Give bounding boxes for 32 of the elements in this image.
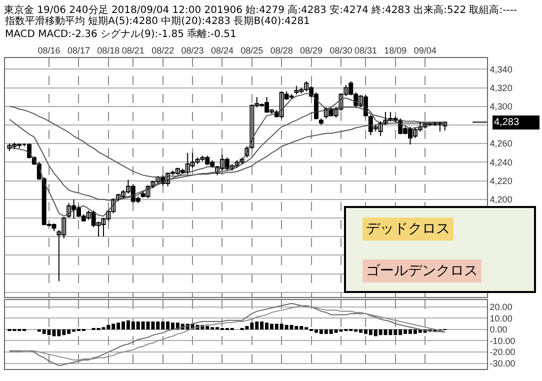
- y-tick-label: 4,300: [490, 102, 512, 112]
- y-tick-label: 20.00: [490, 302, 512, 312]
- y-tick-label: 10.00: [490, 313, 512, 324]
- y-tick-label: -20.00: [490, 347, 516, 358]
- y-tick-label: 0.00: [490, 324, 508, 335]
- x-tick-label: 08/17: [67, 45, 90, 56]
- y-tick-label: 4,340: [490, 64, 512, 74]
- y-tick-label: 4,200: [490, 194, 512, 204]
- x-tick-label: 08/18: [97, 45, 120, 56]
- x-tick-label: 09/04: [414, 45, 436, 56]
- x-tick-label: 08/30: [330, 45, 352, 56]
- x-tick-label: 08/28: [270, 45, 293, 56]
- ref-line-label: 4,283: [494, 117, 520, 128]
- chart-title: 東京金 19/06 240分足 2018/09/04 12:00 201906 始:4279 高:4283 安:4274 終:4283 出来高:522 取組高:----: [4, 4, 518, 16]
- x-tick-label: 18/09: [384, 45, 407, 56]
- x-tick-label: 08/25: [240, 45, 264, 56]
- annotation: デッドクロス: [366, 221, 450, 237]
- x-tick-label: 08/24: [210, 45, 234, 56]
- x-tick-label: 08/29: [300, 45, 323, 56]
- x-tick-label: 08/16: [38, 45, 60, 56]
- y-tick-label: 4,260: [490, 138, 512, 149]
- y-tick-label: -10.00: [490, 336, 516, 346]
- y-tick-label: -30.00: [490, 358, 516, 368]
- annotation: ゴールデンクロス: [366, 263, 478, 279]
- y-tick-label: 4,320: [490, 82, 512, 93]
- x-tick-label: 08/21: [122, 45, 144, 56]
- chart-subtitle: 指数平滑移動平均 短期A(5):4280 中期(20):4283 長期B(40):4281 MACD MACD:-2.36 シグナル(9):-1.85 乖離:-0.51: [4, 15, 310, 40]
- x-tick-label: 08/31: [354, 45, 377, 56]
- y-tick-label: 4,240: [490, 157, 512, 168]
- y-tick-label: 4,220: [490, 176, 512, 186]
- x-tick-label: 08/23: [181, 45, 204, 56]
- x-tick-label: 08/22: [152, 45, 174, 56]
